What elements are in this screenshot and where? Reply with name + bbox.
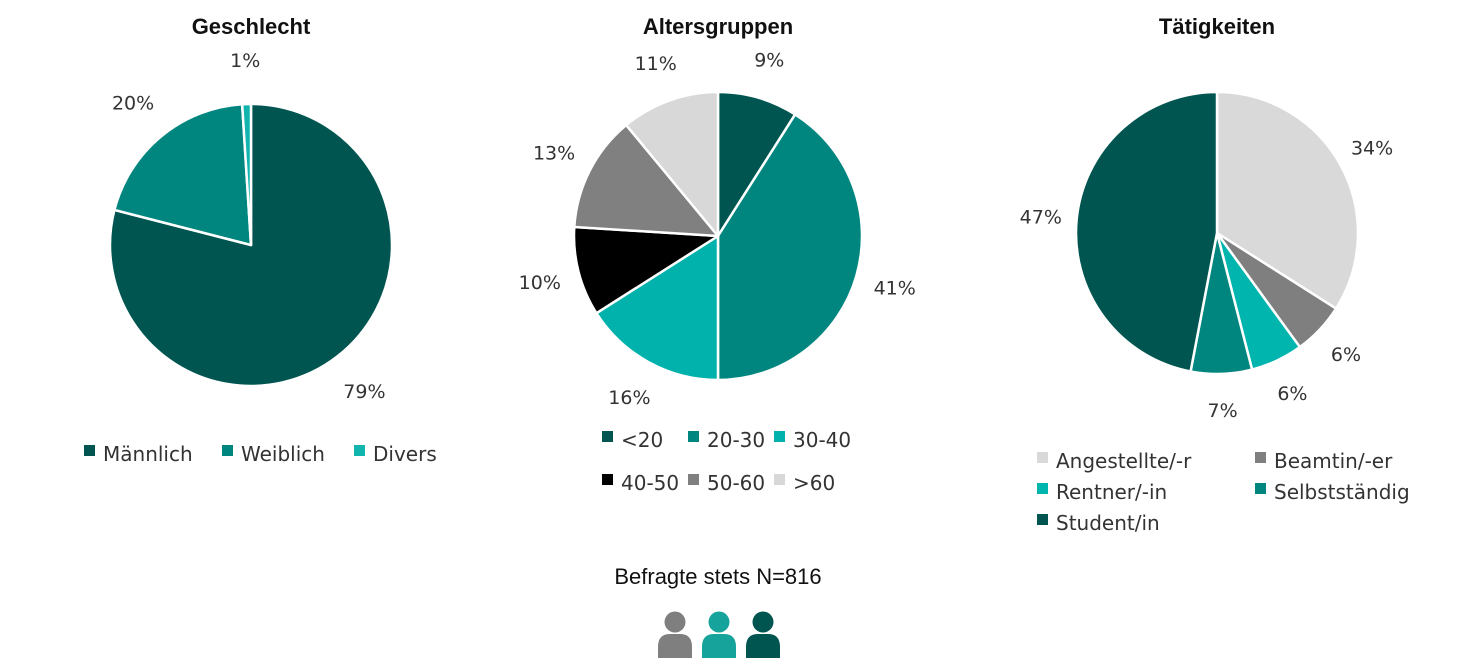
data-label: 9%	[754, 49, 784, 71]
data-label: 11%	[635, 53, 677, 75]
legend-entry: Divers	[373, 442, 437, 466]
legend-swatch	[688, 474, 699, 485]
pie-slice-30-40	[595, 234, 720, 382]
legend-swatch	[688, 431, 699, 442]
data-label: 16%	[608, 387, 650, 409]
pie-chart-geschlecht: Geschlecht 79% 20% 1% Männlich Weiblich Dive…	[84, 14, 437, 466]
legend-swatch	[1037, 452, 1048, 463]
pie-slice--60	[624, 90, 720, 238]
chart-title: Tätigkeiten	[1159, 14, 1275, 39]
legend-swatch	[84, 445, 95, 456]
chart-title: Altersgruppen	[643, 14, 793, 39]
pie-slice-divers	[240, 102, 253, 247]
data-label: 13%	[533, 143, 575, 165]
pie-slice-20-30	[716, 113, 864, 382]
legend-entry: 30-40	[793, 428, 851, 452]
legend-entry: 40-50	[621, 471, 679, 495]
legend-swatch	[602, 474, 613, 485]
data-label: 1%	[230, 50, 260, 72]
legend-swatch	[1037, 483, 1048, 494]
pie-slice-40-50	[572, 225, 720, 315]
data-label: 10%	[519, 272, 561, 294]
data-label: 6%	[1277, 383, 1307, 405]
pie-slice--20	[716, 90, 797, 238]
data-label: 47%	[1020, 206, 1062, 228]
legend-entry: 20-30	[707, 428, 765, 452]
data-label: 79%	[343, 381, 385, 403]
sample-size-note: Befragte stets N=816	[614, 564, 821, 589]
legend-swatch	[774, 431, 785, 442]
legend-swatch	[602, 431, 613, 442]
data-label: 34%	[1351, 138, 1393, 160]
legend-entry: >60	[793, 471, 835, 495]
legend-swatch	[354, 445, 365, 456]
legend-entry: Student/in	[1056, 511, 1160, 535]
data-label: 7%	[1208, 400, 1238, 422]
legend-entry: 50-60	[707, 471, 765, 495]
legend-swatch	[1037, 514, 1048, 525]
pie-chart-altersgruppen: Altersgruppen 9% 41% 16% 10% 13% 11% <20 20-30…	[519, 14, 916, 495]
person-icon	[702, 611, 736, 658]
data-label: 20%	[112, 93, 154, 115]
legend-swatch	[774, 474, 785, 485]
data-label: 6%	[1331, 344, 1361, 366]
legend-entry: Männlich	[103, 442, 193, 466]
legend-entry: Rentner/-in	[1056, 480, 1167, 504]
legend-entry: Weiblich	[241, 442, 325, 466]
legend-entry: Selbstständig	[1274, 480, 1410, 504]
pie-slice-50-60	[573, 123, 720, 238]
legend-swatch	[1255, 483, 1266, 494]
data-label: 41%	[874, 277, 916, 299]
legend-swatch	[222, 445, 233, 456]
people-icons	[658, 611, 780, 658]
legend-entry: Angestellte/-r	[1056, 449, 1192, 473]
legend-entry: <20	[621, 428, 663, 452]
pie-chart-taetigkeiten: Tätigkeiten 34% 6% 6% 7% 47% Angestellte/-r B…	[1020, 14, 1410, 535]
pie-slice-weiblich	[113, 103, 253, 247]
chart-title: Geschlecht	[192, 14, 311, 39]
pie-slice-student-in	[1074, 90, 1219, 373]
person-icon	[658, 611, 692, 658]
legend-swatch	[1255, 452, 1266, 463]
legend-entry: Beamtin/-er	[1274, 449, 1393, 473]
person-icon	[746, 611, 780, 658]
